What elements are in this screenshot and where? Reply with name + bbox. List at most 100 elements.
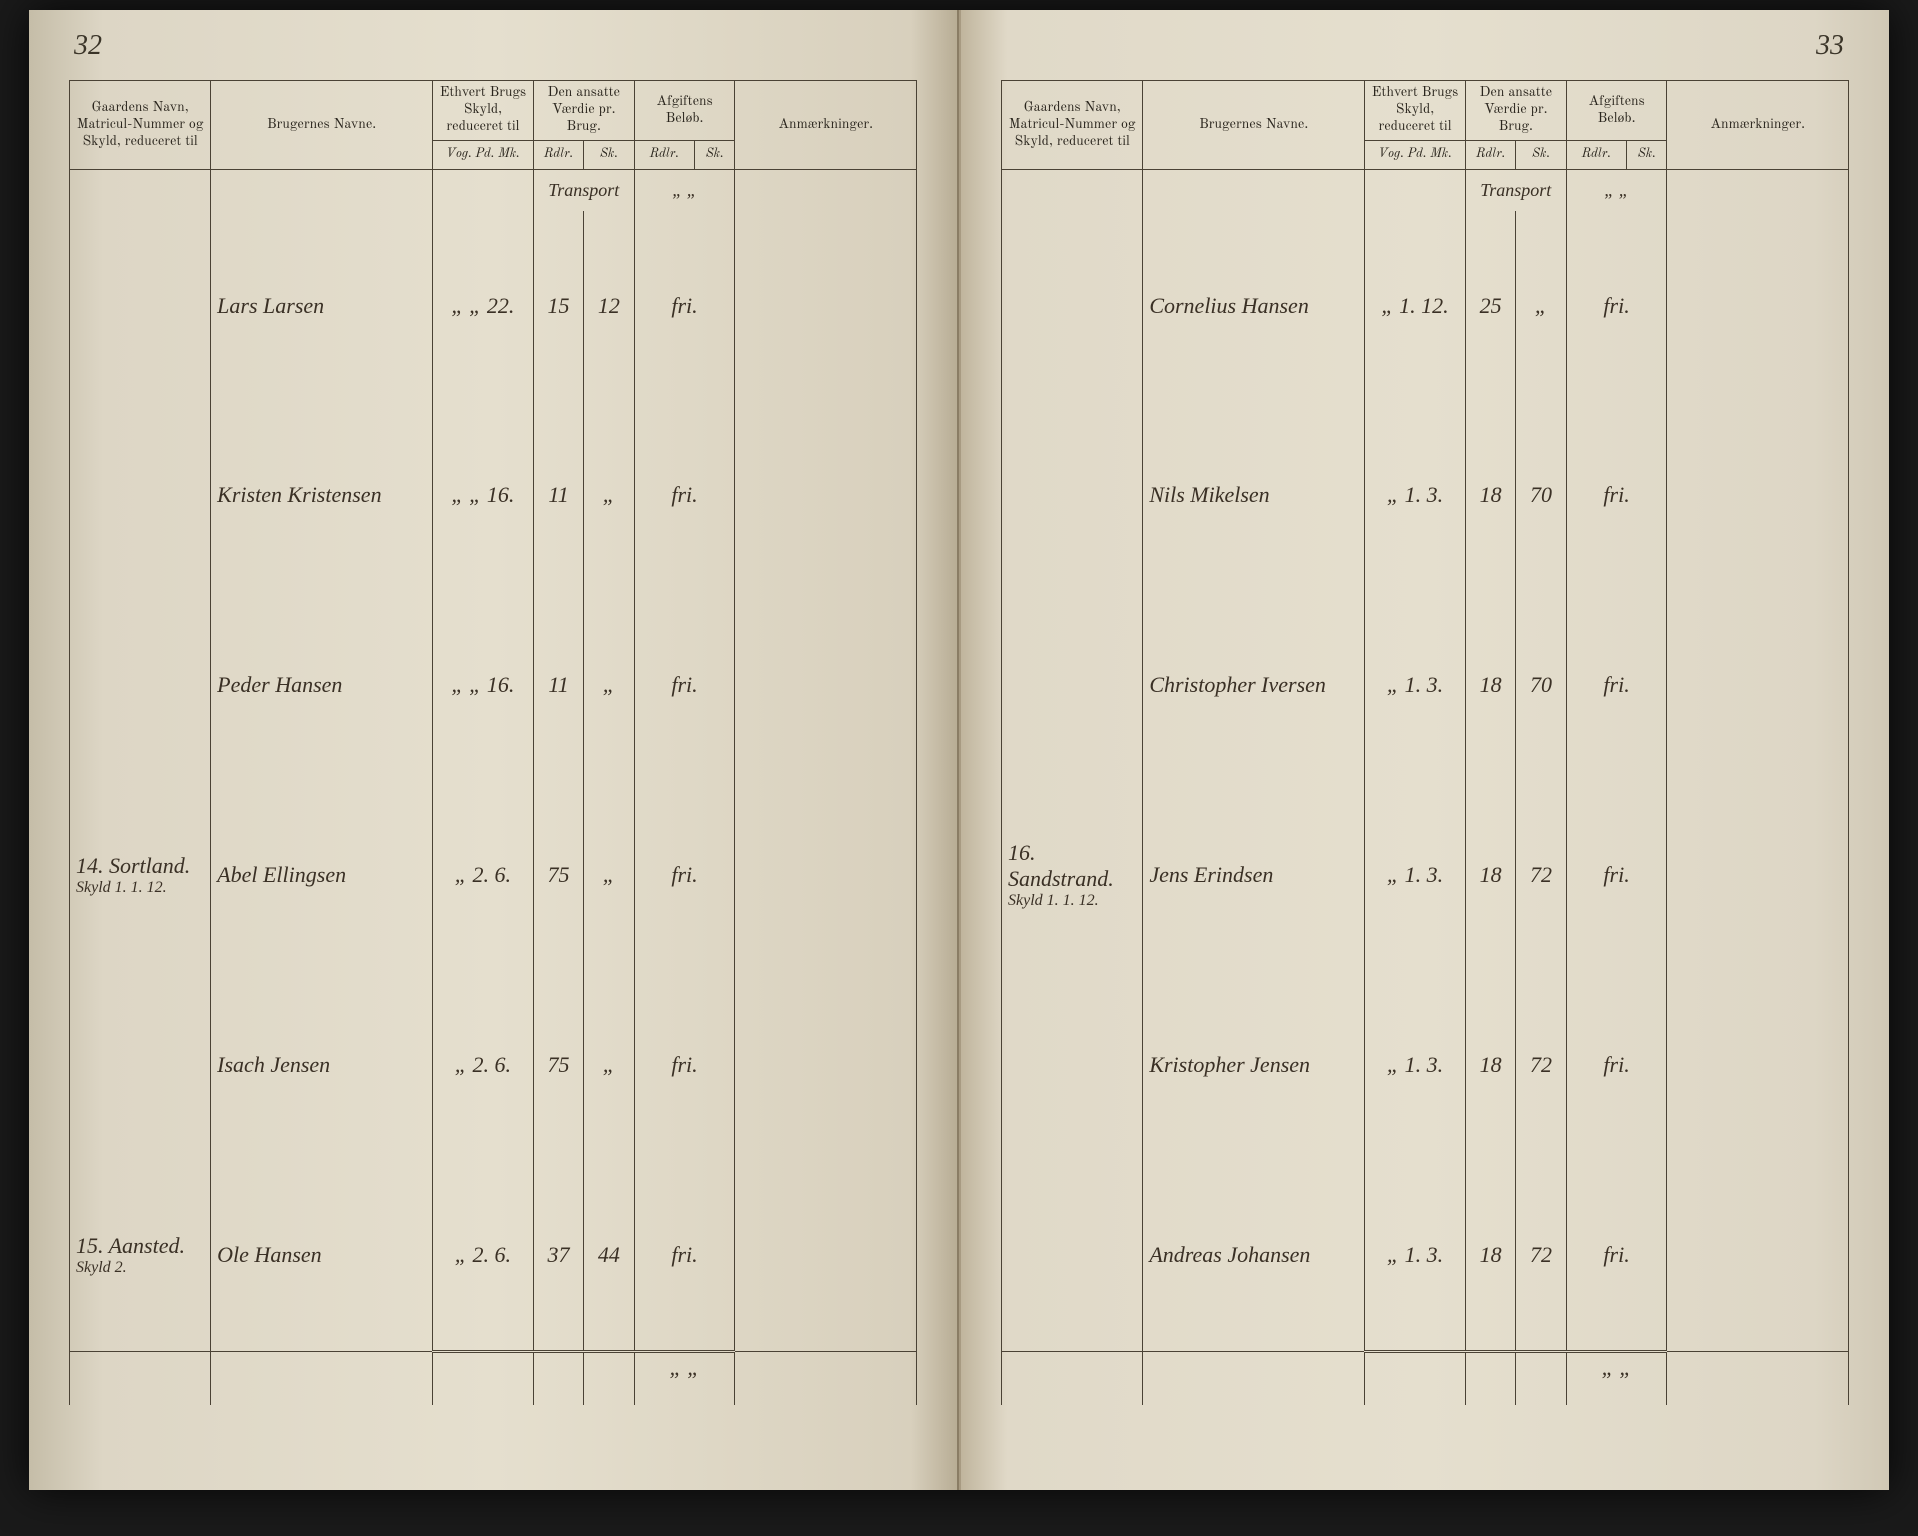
cell-afgift: fri. [1566,400,1667,590]
header-anm: Anmærkninger. [1667,81,1849,170]
cell-vaerdi-sk: „ [584,780,634,970]
cell-anm [1667,780,1849,970]
cell-anm [735,400,917,590]
header-afgift: Afgiftens Beløb. [1566,81,1667,141]
header-skyld: Ethvert Brugs Skyld, reduceret til [433,81,534,141]
header-vaerdi: Den ansatte Værdie pr. Brug. [533,81,634,141]
cell-vaerdi-rdlr: 18 [1465,970,1515,1160]
footer-row: „ „ [70,1351,917,1405]
transport-marks: „ „ [1566,170,1667,211]
cell-afgift: fri. [1566,780,1667,970]
cell-vaerdi-rdlr: 25 [1465,211,1515,401]
ledger-table-right: Gaardens Navn, Matricul-Nummer og Skyld,… [1001,80,1849,1405]
cell-afgift: fri. [1566,1160,1667,1352]
cell-bruger: Peder Hansen [211,590,433,780]
cell-afgift: fri. [634,1160,735,1352]
cell-skyld: „ „ 16. [433,400,534,590]
cell-bruger: Abel Ellingsen [211,780,433,970]
cell-skyld: „ „ 16. [433,590,534,780]
subhead-skyld: Vog. Pd. Mk. [1365,141,1466,170]
cell-afgift: fri. [634,970,735,1160]
subhead-vaerdi-sk: Sk. [1516,141,1566,170]
cell-vaerdi-sk: „ [584,400,634,590]
subhead-afgift-rdlr: Rdlr. [1566,141,1626,170]
cell-vaerdi-rdlr: 18 [1465,1160,1515,1352]
table-row: 15. Aansted.Skyld 2. Ole Hansen „ 2. 6. … [70,1160,917,1352]
cell-gaard: 15. Aansted.Skyld 2. [70,1160,211,1352]
ledger-body-left: Transport „ „ Lars Larsen „ „ 22. 15 12 … [70,170,917,1406]
cell-afgift: fri. [634,590,735,780]
cell-gaard: 14. Sortland.Skyld 1. 1. 12. [70,780,211,970]
cell-vaerdi-sk: „ [1516,211,1566,401]
header-gaard: Gaardens Navn, Matricul-Nummer og Skyld,… [70,81,211,170]
cell-anm [1667,970,1849,1160]
cell-afgift: fri. [1566,970,1667,1160]
right-page: 33 Gaardens Navn, Matricul-Nummer og Sky… [959,10,1889,1490]
table-row: Nils Mikelsen „ 1. 3. 18 70 fri. [1002,400,1849,590]
cell-gaard [70,970,211,1160]
cell-skyld: „ 1. 12. [1365,211,1466,401]
page-number-right: 33 [1816,30,1844,62]
transport-row: Transport „ „ [1002,170,1849,211]
transport-marks: „ „ [634,170,735,211]
cell-vaerdi-rdlr: 75 [533,780,583,970]
cell-gaard [1002,211,1143,401]
cell-anm [735,1160,917,1352]
cell-vaerdi-sk: „ [584,590,634,780]
header-afgift: Afgiftens Beløb. [634,81,735,141]
cell-skyld: „ 1. 3. [1365,1160,1466,1352]
table-row: Peder Hansen „ „ 16. 11 „ fri. [70,590,917,780]
cell-vaerdi-rdlr: 75 [533,970,583,1160]
subhead-afgift-rdlr: Rdlr. [634,141,694,170]
cell-bruger: Jens Erindsen [1143,780,1365,970]
cell-vaerdi-rdlr: 18 [1465,780,1515,970]
cell-bruger: Christopher Iversen [1143,590,1365,780]
cell-skyld: „ 2. 6. [433,1160,534,1352]
cell-anm [735,970,917,1160]
cell-gaard [1002,970,1143,1160]
cell-skyld: „ 2. 6. [433,970,534,1160]
cell-bruger: Kristen Kristensen [211,400,433,590]
footer-row: „ „ [1002,1351,1849,1405]
table-row: Cornelius Hansen „ 1. 12. 25 „ fri. [1002,211,1849,401]
cell-anm [1667,211,1849,401]
subhead-afgift-sk: Sk. [1626,141,1667,170]
cell-anm [735,780,917,970]
cell-vaerdi-sk: „ [584,970,634,1160]
table-row: Lars Larsen „ „ 22. 15 12 fri. [70,211,917,401]
cell-vaerdi-sk: 72 [1516,780,1566,970]
table-row: Kristopher Jensen „ 1. 3. 18 72 fri. [1002,970,1849,1160]
cell-afgift: fri. [1566,211,1667,401]
subhead-afgift-sk: Sk. [694,141,735,170]
cell-vaerdi-sk: 70 [1516,590,1566,780]
ledger-book: 32 Gaardens Navn, Matricul-Nummer og Sky… [29,10,1889,1490]
header-skyld: Ethvert Brugs Skyld, reduceret til [1365,81,1466,141]
header-vaerdi: Den ansatte Værdie pr. Brug. [1465,81,1566,141]
subhead-vaerdi-sk: Sk. [584,141,634,170]
table-row: Kristen Kristensen „ „ 16. 11 „ fri. [70,400,917,590]
cell-vaerdi-rdlr: 11 [533,590,583,780]
cell-anm [1667,590,1849,780]
transport-label: Transport [1465,170,1566,211]
ledger-table-left: Gaardens Navn, Matricul-Nummer og Skyld,… [69,80,917,1405]
cell-anm [1667,1160,1849,1352]
cell-gaard [70,211,211,401]
cell-skyld: „ 1. 3. [1365,970,1466,1160]
cell-vaerdi-rdlr: 37 [533,1160,583,1352]
cell-vaerdi-sk: 70 [1516,400,1566,590]
cell-vaerdi-sk: 12 [584,211,634,401]
cell-bruger: Cornelius Hansen [1143,211,1365,401]
cell-vaerdi-rdlr: 18 [1465,400,1515,590]
table-row: 14. Sortland.Skyld 1. 1. 12. Abel Elling… [70,780,917,970]
cell-afgift: fri. [1566,590,1667,780]
table-row: Isach Jensen „ 2. 6. 75 „ fri. [70,970,917,1160]
cell-skyld: „ 2. 6. [433,780,534,970]
transport-row: Transport „ „ [70,170,917,211]
transport-label: Transport [533,170,634,211]
cell-skyld: „ „ 22. [433,211,534,401]
cell-bruger: Andreas Johansen [1143,1160,1365,1352]
table-row: Christopher Iversen „ 1. 3. 18 70 fri. [1002,590,1849,780]
cell-vaerdi-sk: 72 [1516,1160,1566,1352]
cell-gaard [70,400,211,590]
cell-gaard: 16. Sandstrand.Skyld 1. 1. 12. [1002,780,1143,970]
